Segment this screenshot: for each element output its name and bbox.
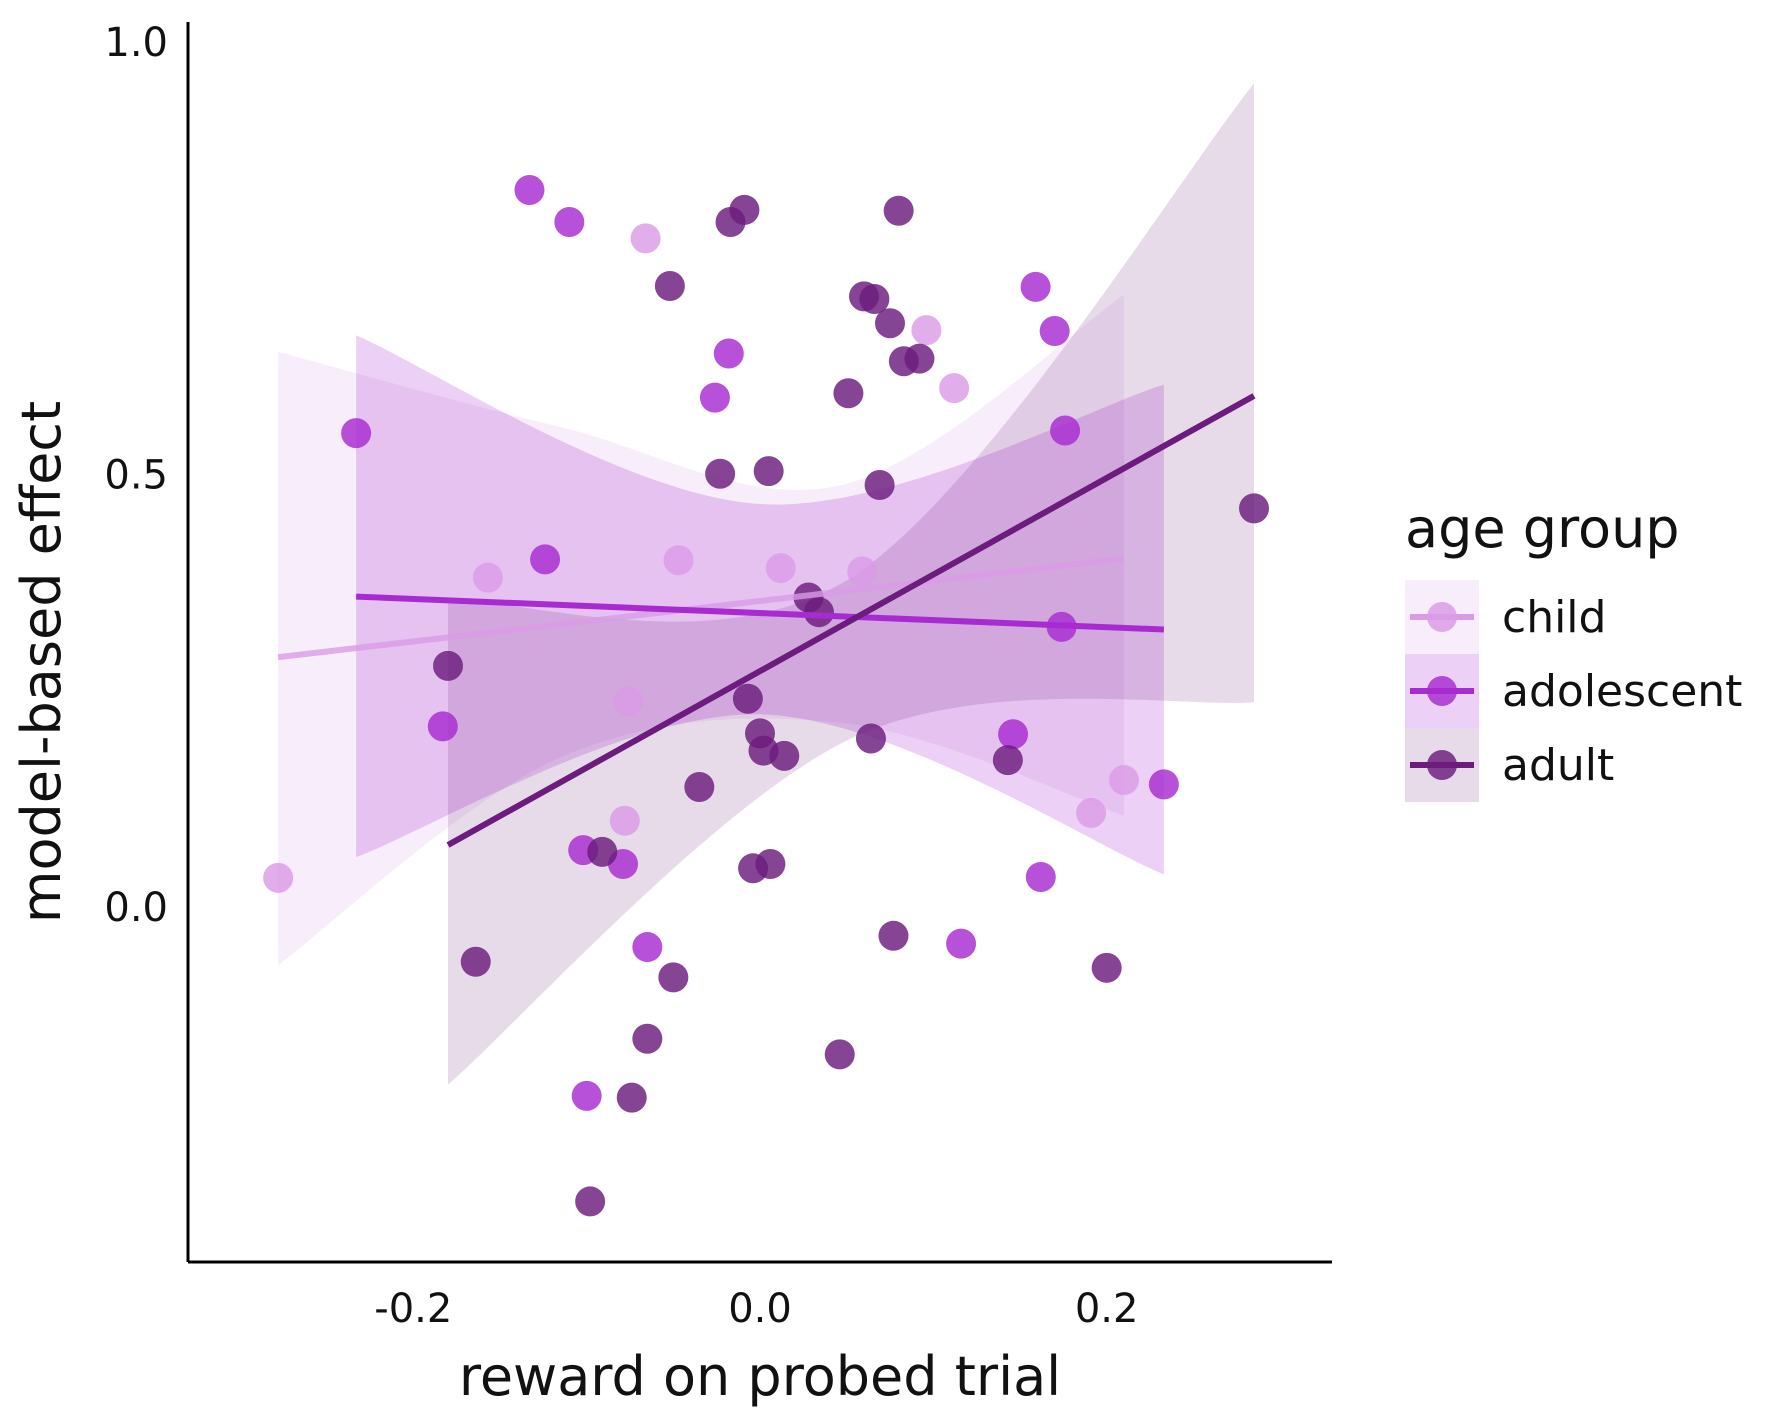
data-point-adolescent: [554, 206, 585, 237]
confidence-band-child: [278, 294, 1125, 966]
data-point-child: [263, 862, 294, 893]
data-point-adult: [732, 683, 763, 714]
data-point-adult: [992, 745, 1023, 776]
x-tick-label: 0.2: [1075, 1286, 1139, 1332]
data-point-adolescent: [713, 338, 744, 369]
data-point-adult: [460, 946, 491, 977]
data-point-adolescent: [1039, 315, 1070, 346]
data-point-child: [765, 553, 796, 584]
data-point-adult: [755, 848, 786, 879]
data-point-child: [609, 805, 640, 836]
data-point-adult: [878, 920, 909, 951]
data-point-adult: [684, 771, 715, 802]
legend-dot-child: [1427, 602, 1457, 632]
fit-line-adolescent: [356, 593, 1164, 633]
legend-dot-adult: [1427, 750, 1457, 780]
data-point-adult: [658, 962, 689, 993]
data-point-adult: [803, 597, 834, 628]
axes: -0.2 0.0 0.2 0.0 0.5 1.0 reward on probed tria…: [10, 20, 1332, 1408]
data-point-adult: [1239, 493, 1269, 524]
data-point-adult: [433, 650, 463, 681]
x-tick-label: 0.0: [728, 1286, 792, 1332]
data-point-adult: [753, 456, 784, 487]
data-point-adolescent: [1050, 415, 1081, 446]
data-point-adult: [654, 271, 685, 301]
data-point-child: [1076, 797, 1107, 828]
fit-lines: [277, 393, 1256, 848]
data-point-child: [663, 545, 694, 576]
data-point-adult: [824, 1039, 855, 1070]
data-point-adult: [875, 308, 905, 339]
data-point-child: [847, 556, 878, 587]
legend-label-adolescent: adolescent: [1502, 666, 1742, 717]
data-point-adolescent: [1020, 271, 1051, 302]
data-point-adolescent: [571, 1080, 602, 1111]
data-point-adult: [587, 836, 618, 867]
data-point-adult: [833, 378, 864, 409]
x-axis-title: reward on probed trial: [459, 1345, 1061, 1408]
data-point-adolescent: [699, 382, 730, 413]
data-point-adult: [855, 723, 886, 754]
legend-label-child: child: [1502, 592, 1606, 643]
data-point-adult: [859, 283, 890, 314]
fit-line-adult: [446, 393, 1256, 848]
data-point-child: [472, 562, 503, 593]
data-point-adult: [632, 1023, 663, 1054]
data-point-child: [630, 223, 661, 254]
data-point-adolescent: [514, 174, 545, 205]
data-point-child: [613, 686, 644, 717]
x-tick-label: -0.2: [374, 1286, 452, 1332]
data-points: [263, 174, 1269, 1217]
confidence-band-adolescent: [356, 335, 1164, 875]
data-point-adolescent: [998, 719, 1029, 750]
data-point-adult: [769, 740, 800, 771]
data-point-child: [911, 315, 942, 346]
data-point-adult: [705, 458, 736, 489]
data-point-adult: [904, 343, 935, 374]
data-point-adolescent: [530, 544, 561, 575]
data-point-adult: [729, 194, 760, 225]
data-point-child: [1109, 765, 1139, 796]
legend: age group child adolescent adult: [1405, 497, 1742, 802]
legend-label-adult: adult: [1502, 740, 1614, 791]
data-point-adolescent: [1148, 769, 1179, 800]
legend-title: age group: [1405, 497, 1680, 560]
y-tick-label: 0.5: [104, 453, 168, 499]
data-point-adult: [864, 470, 895, 501]
data-point-adult: [616, 1082, 647, 1113]
data-point-adult: [1091, 952, 1122, 983]
data-point-adult: [883, 195, 914, 226]
data-point-adolescent: [1025, 861, 1056, 892]
confidence-bands: [278, 83, 1254, 1085]
data-point-child: [939, 373, 970, 404]
data-point-adolescent: [427, 711, 458, 742]
data-point-adult: [575, 1186, 606, 1217]
y-axis-title: model-based effect: [10, 401, 73, 923]
data-point-adolescent: [341, 418, 372, 449]
data-point-adolescent: [632, 932, 663, 963]
y-tick-label: 0.0: [104, 885, 168, 931]
confidence-band-adult: [448, 83, 1254, 1085]
data-point-adolescent: [946, 928, 977, 959]
legend-dot-adolescent: [1427, 676, 1457, 706]
y-tick-label: 1.0: [104, 20, 168, 66]
